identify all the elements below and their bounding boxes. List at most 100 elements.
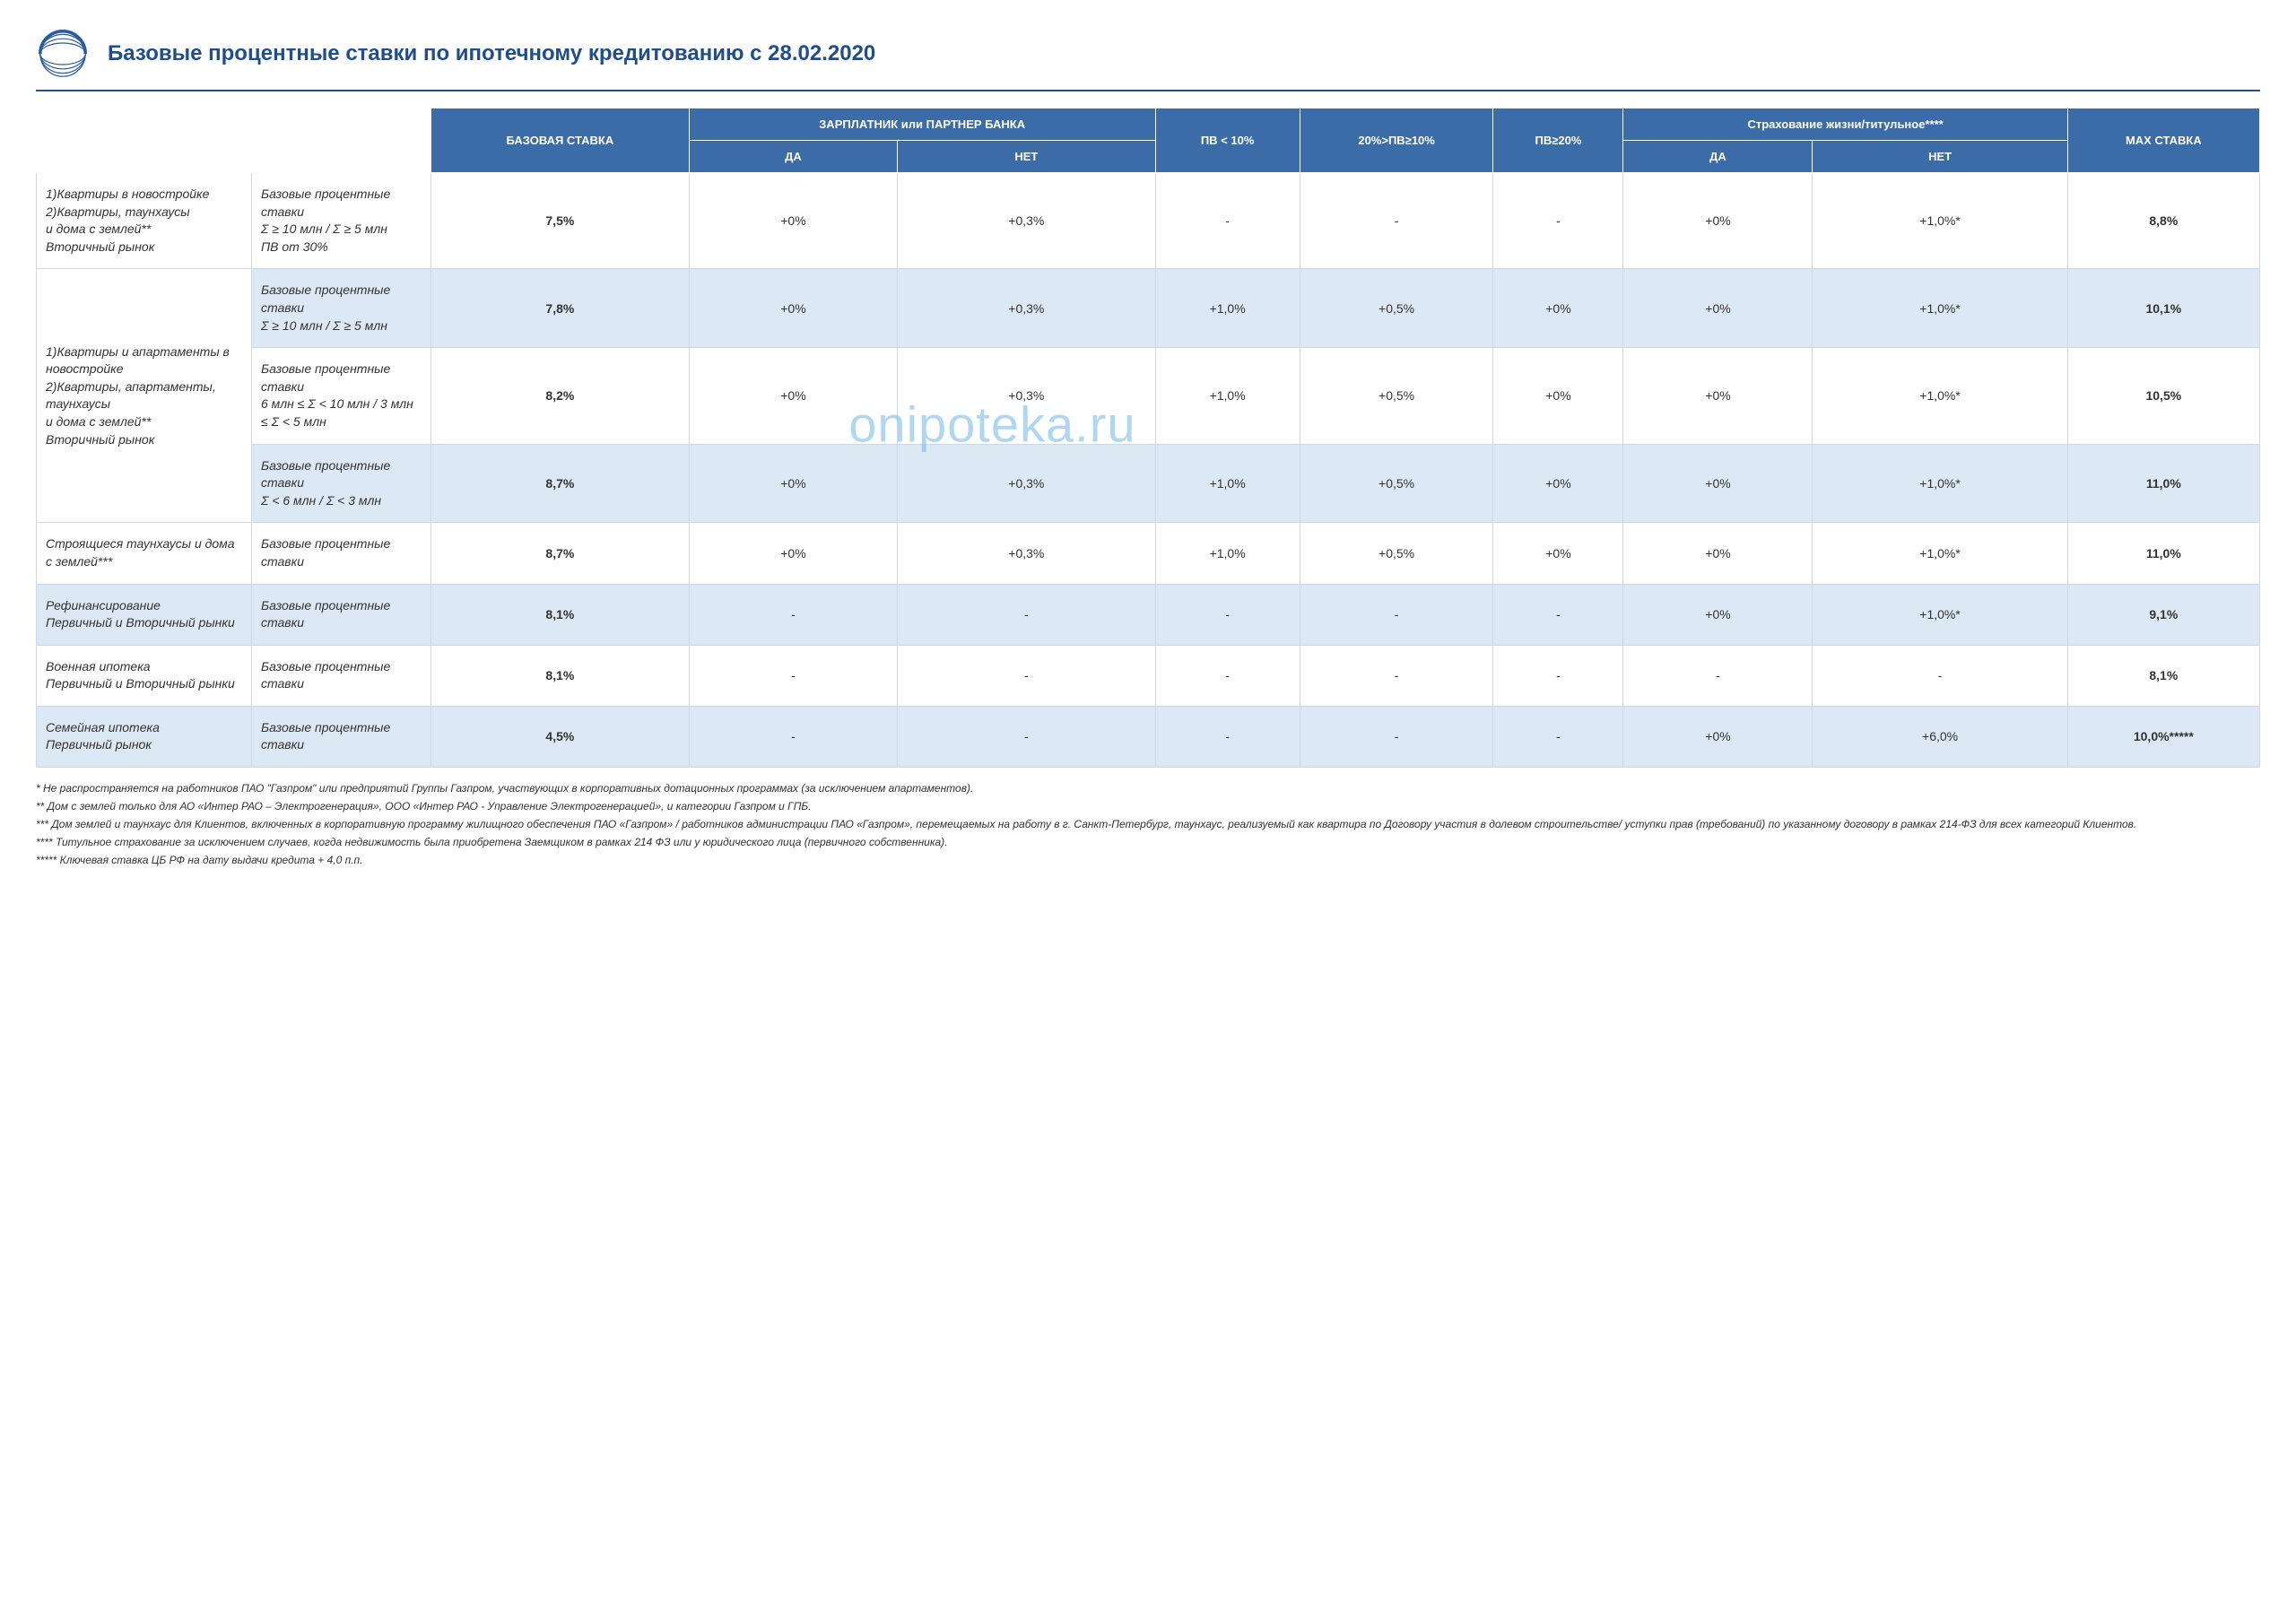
pv2-cell: - <box>1300 173 1493 269</box>
desc-cell: Базовые процентные ставки <box>252 584 431 645</box>
desc-cell: Базовые процентные ставкиΣ < 6 млн / Σ <… <box>252 444 431 523</box>
table-row: Базовые процентные ставкиΣ < 6 млн / Σ <… <box>37 444 2260 523</box>
header-salary: ЗАРПЛАТНИК или ПАРТНЕР БАНКА <box>689 109 1155 141</box>
i_no-cell: +1,0%* <box>1813 444 2067 523</box>
max-cell: 10,1% <box>2067 269 2259 348</box>
i_no-cell: - <box>1813 645 2067 706</box>
footnote-line: *** Дом землей и таунхаус для Клиентов, … <box>36 816 2260 832</box>
desc-cell: Базовые процентные ставкиΣ ≥ 10 млн / Σ … <box>252 269 431 348</box>
pv3-cell: +0% <box>1493 269 1623 348</box>
category-cell: РефинансированиеПервичный и Вторичный ры… <box>37 584 252 645</box>
base-cell: 8,7% <box>431 523 690 584</box>
header-base: БАЗОВАЯ СТАВКА <box>431 109 690 173</box>
table-row: 1)Квартиры и апартаменты в новостройке2)… <box>37 269 2260 348</box>
base-cell: 8,2% <box>431 348 690 444</box>
pv3-cell: - <box>1493 173 1623 269</box>
table-row: Семейная ипотекаПервичный рынокБазовые п… <box>37 706 2260 767</box>
header-max: MAX СТАВКА <box>2067 109 2259 173</box>
pv3-cell: +0% <box>1493 348 1623 444</box>
s_yes-cell: - <box>689 584 897 645</box>
i_no-cell: +1,0%* <box>1813 348 2067 444</box>
rates-table: БАЗОВАЯ СТАВКА ЗАРПЛАТНИК или ПАРТНЕР БА… <box>36 108 2260 768</box>
pv1-cell: - <box>1155 706 1300 767</box>
base-cell: 8,7% <box>431 444 690 523</box>
max-cell: 11,0% <box>2067 523 2259 584</box>
i_no-cell: +1,0%* <box>1813 523 2067 584</box>
i_no-cell: +1,0%* <box>1813 584 2067 645</box>
max-cell: 8,1% <box>2067 645 2259 706</box>
s_no-cell: +0,3% <box>898 173 1155 269</box>
base-cell: 7,5% <box>431 173 690 269</box>
base-cell: 7,8% <box>431 269 690 348</box>
pv2-cell: - <box>1300 584 1493 645</box>
s_no-cell: +0,3% <box>898 348 1155 444</box>
s_no-cell: - <box>898 584 1155 645</box>
pv3-cell: - <box>1493 706 1623 767</box>
i_yes-cell: +0% <box>1623 706 1813 767</box>
s_no-cell: - <box>898 645 1155 706</box>
max-cell: 8,8% <box>2067 173 2259 269</box>
pv3-cell: +0% <box>1493 523 1623 584</box>
desc-cell: Базовые процентные ставки <box>252 523 431 584</box>
i_no-cell: +1,0%* <box>1813 173 2067 269</box>
footnote-line: * Не распространяется на работников ПАО … <box>36 780 2260 796</box>
header-pv-10-20: 20%>ПВ≥10% <box>1300 109 1493 173</box>
footnote-line: ***** Ключевая ставка ЦБ РФ на дату выда… <box>36 852 2260 868</box>
pv3-cell: - <box>1493 584 1623 645</box>
header-salary-no: НЕТ <box>898 141 1155 173</box>
pv1-cell: +1,0% <box>1155 348 1300 444</box>
s_yes-cell: - <box>689 645 897 706</box>
pv1-cell: +1,0% <box>1155 444 1300 523</box>
table-row: 1)Квартиры в новостройке2)Квартиры, таун… <box>37 173 2260 269</box>
table-row: Строящиеся таунхаусы и дома с землей***Б… <box>37 523 2260 584</box>
category-cell: Семейная ипотекаПервичный рынок <box>37 706 252 767</box>
i_no-cell: +1,0%* <box>1813 269 2067 348</box>
i_yes-cell: +0% <box>1623 444 1813 523</box>
pv3-cell: +0% <box>1493 444 1623 523</box>
table-row: Военная ипотекаПервичный и Вторичный рын… <box>37 645 2260 706</box>
pv1-cell: - <box>1155 584 1300 645</box>
header-ins-no: НЕТ <box>1813 141 2067 173</box>
category-cell: 1)Квартиры и апартаменты в новостройке2)… <box>37 269 252 523</box>
desc-cell: Базовые процентные ставки6 млн ≤ Σ < 10 … <box>252 348 431 444</box>
desc-cell: Базовые процентные ставки <box>252 645 431 706</box>
i_no-cell: +6,0% <box>1813 706 2067 767</box>
max-cell: 9,1% <box>2067 584 2259 645</box>
bank-logo-icon <box>36 27 90 81</box>
header-salary-yes: ДА <box>689 141 897 173</box>
header-insurance: Страхование жизни/титульное**** <box>1623 109 2067 141</box>
s_no-cell: - <box>898 706 1155 767</box>
category-cell: 1)Квартиры в новостройке2)Квартиры, таун… <box>37 173 252 269</box>
table-row: Базовые процентные ставки6 млн ≤ Σ < 10 … <box>37 348 2260 444</box>
base-cell: 8,1% <box>431 645 690 706</box>
pv1-cell: - <box>1155 645 1300 706</box>
title-underline <box>36 90 2260 91</box>
s_yes-cell: +0% <box>689 523 897 584</box>
base-cell: 4,5% <box>431 706 690 767</box>
s_yes-cell: +0% <box>689 269 897 348</box>
header-pv-lt10: ПВ < 10% <box>1155 109 1300 173</box>
i_yes-cell: - <box>1623 645 1813 706</box>
desc-cell: Базовые процентные ставки <box>252 706 431 767</box>
s_yes-cell: +0% <box>689 348 897 444</box>
page-header: Базовые процентные ставки по ипотечному … <box>36 27 2260 81</box>
pv1-cell: - <box>1155 173 1300 269</box>
category-cell: Военная ипотекаПервичный и Вторичный рын… <box>37 645 252 706</box>
footnote-line: ** Дом с землей только для АО «Интер РАО… <box>36 798 2260 814</box>
max-cell: 10,5% <box>2067 348 2259 444</box>
header-ins-yes: ДА <box>1623 141 1813 173</box>
i_yes-cell: +0% <box>1623 348 1813 444</box>
s_yes-cell: +0% <box>689 444 897 523</box>
pv2-cell: - <box>1300 706 1493 767</box>
table-row: РефинансированиеПервичный и Вторичный ры… <box>37 584 2260 645</box>
pv2-cell: +0,5% <box>1300 523 1493 584</box>
s_no-cell: +0,3% <box>898 523 1155 584</box>
pv2-cell: +0,5% <box>1300 269 1493 348</box>
s_yes-cell: - <box>689 706 897 767</box>
i_yes-cell: +0% <box>1623 173 1813 269</box>
pv2-cell: - <box>1300 645 1493 706</box>
page-title: Базовые процентные ставки по ипотечному … <box>108 41 875 66</box>
s_no-cell: +0,3% <box>898 269 1155 348</box>
pv1-cell: +1,0% <box>1155 269 1300 348</box>
footnote-line: **** Титульное страхование за исключение… <box>36 834 2260 850</box>
